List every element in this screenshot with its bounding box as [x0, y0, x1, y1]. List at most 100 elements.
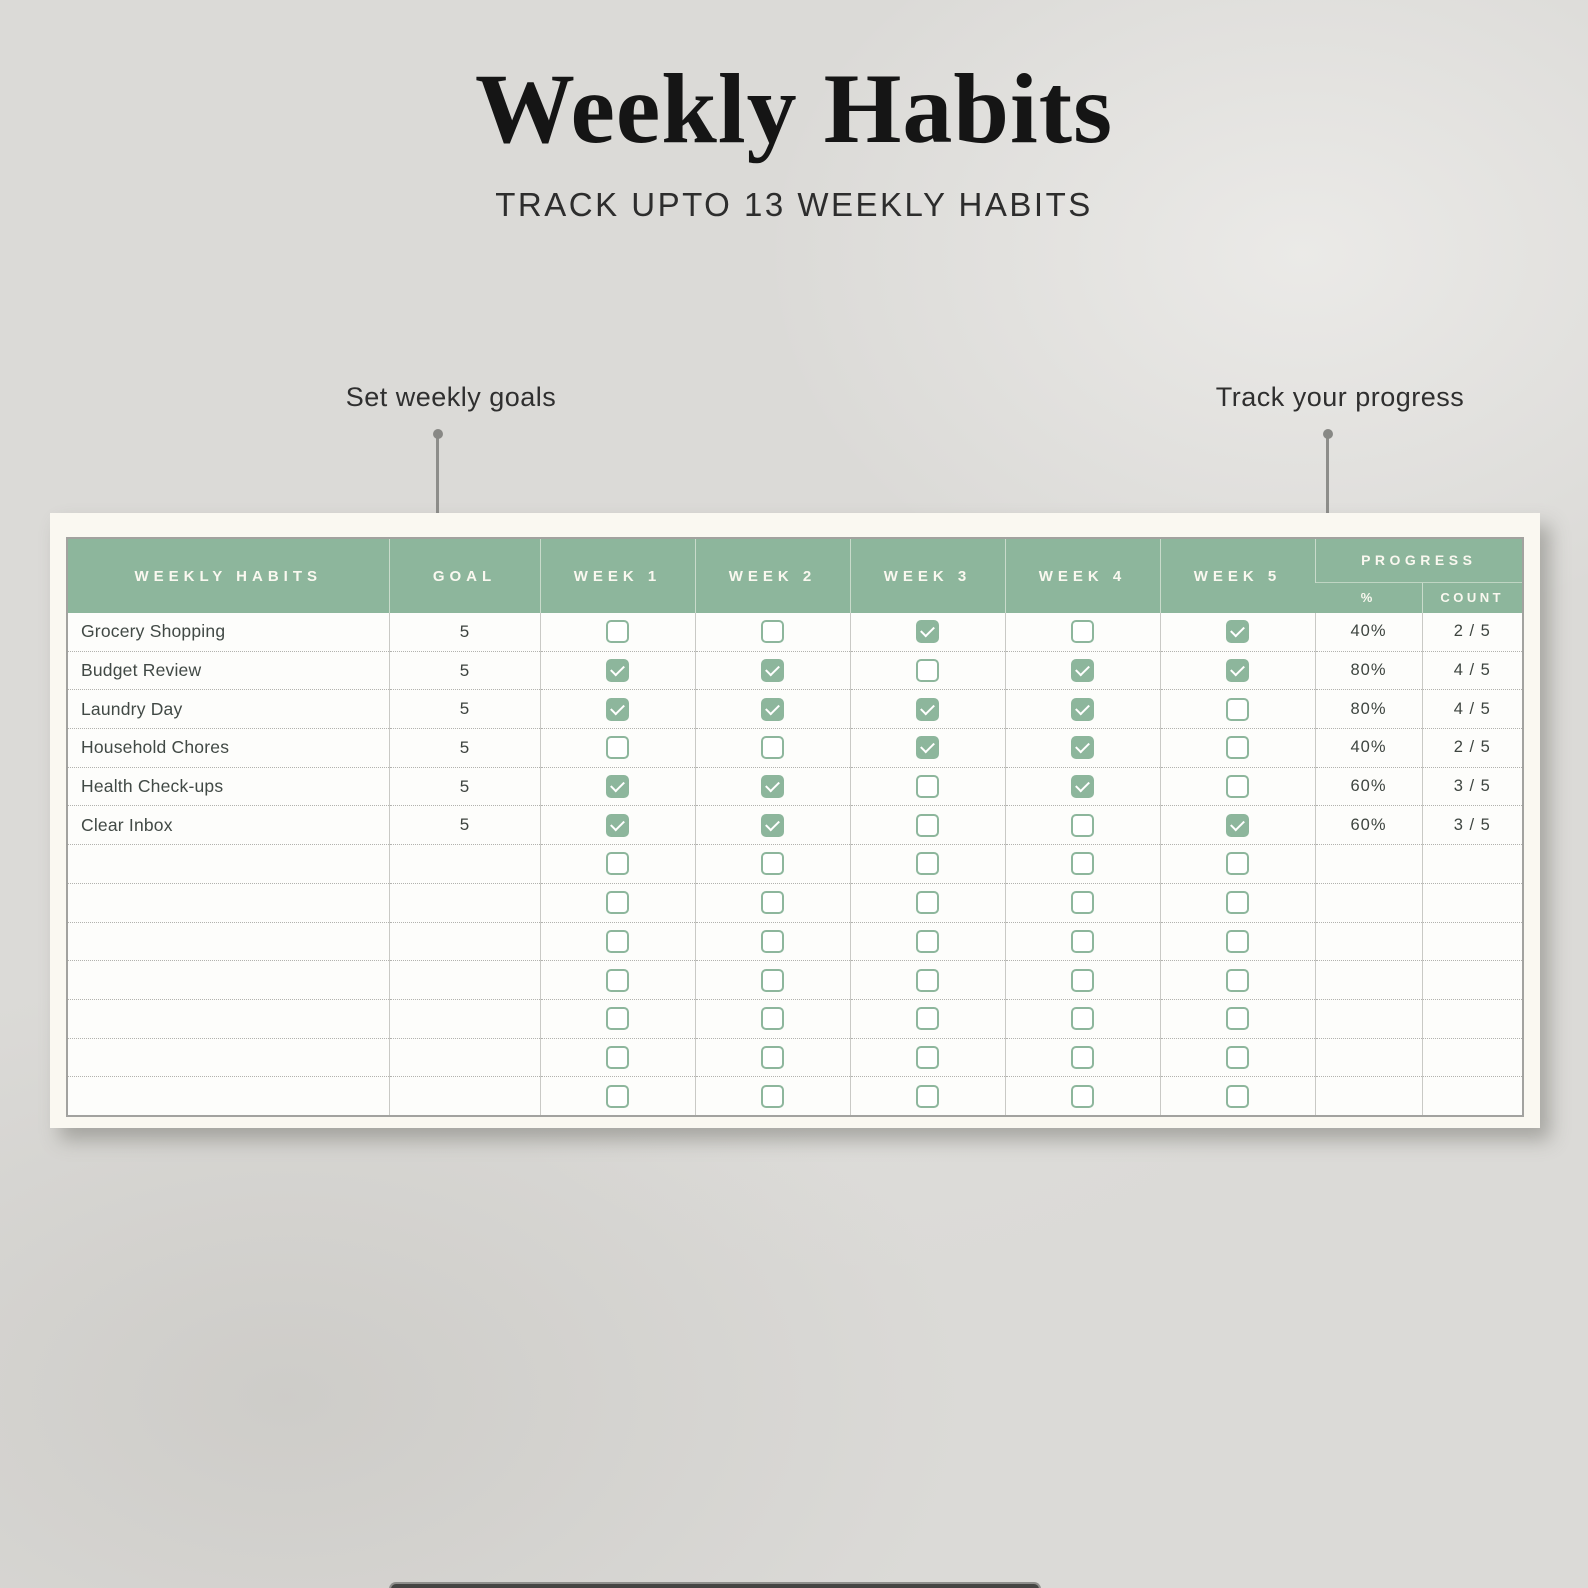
count-cell[interactable]: 4 / 5 [1421, 689, 1524, 729]
checkbox-checked-icon[interactable] [761, 697, 784, 721]
checkbox-checked-icon[interactable] [606, 813, 629, 837]
count-cell[interactable] [1421, 998, 1524, 1039]
checkbox-unchecked-icon[interactable] [1226, 736, 1249, 760]
checkbox-unchecked-icon[interactable] [1226, 1045, 1249, 1069]
habit-cell[interactable]: Health Check-ups [67, 766, 389, 806]
habit-cell[interactable] [67, 844, 389, 884]
percent-cell[interactable]: 40% [1314, 728, 1422, 768]
checkbox-unchecked-icon[interactable] [916, 1084, 939, 1108]
goal-cell[interactable]: 5 [388, 689, 540, 729]
percent-cell[interactable] [1314, 921, 1422, 961]
checkbox-checked-icon[interactable] [761, 775, 784, 799]
habit-cell[interactable]: Clear Inbox [67, 805, 389, 845]
habit-cell[interactable] [67, 1076, 389, 1116]
percent-cell[interactable] [1314, 998, 1422, 1039]
checkbox-unchecked-icon[interactable] [761, 891, 784, 915]
checkbox-unchecked-icon[interactable] [1226, 929, 1249, 953]
count-cell[interactable] [1421, 882, 1524, 922]
count-cell[interactable]: 3 / 5 [1421, 805, 1524, 845]
checkbox-checked-icon[interactable] [761, 813, 784, 837]
checkbox-checked-icon[interactable] [916, 736, 939, 760]
habit-cell[interactable]: Household Chores [67, 728, 389, 768]
percent-cell[interactable] [1314, 1076, 1422, 1116]
checkbox-unchecked-icon[interactable] [761, 852, 784, 876]
checkbox-unchecked-icon[interactable] [1071, 968, 1094, 992]
checkbox-unchecked-icon[interactable] [606, 1045, 629, 1069]
goal-cell[interactable]: 5 [388, 650, 540, 690]
checkbox-checked-icon[interactable] [606, 659, 629, 683]
checkbox-checked-icon[interactable] [916, 697, 939, 721]
checkbox-unchecked-icon[interactable] [916, 659, 939, 683]
goal-cell[interactable]: 5 [388, 613, 540, 652]
checkbox-unchecked-icon[interactable] [1226, 775, 1249, 799]
checkbox-unchecked-icon[interactable] [916, 1007, 939, 1031]
goal-cell[interactable]: 5 [388, 766, 540, 806]
goal-cell[interactable] [388, 960, 540, 1000]
habit-cell[interactable] [67, 921, 389, 961]
checkbox-unchecked-icon[interactable] [606, 929, 629, 953]
checkbox-checked-icon[interactable] [916, 620, 939, 644]
checkbox-unchecked-icon[interactable] [1071, 1045, 1094, 1069]
goal-cell[interactable] [388, 844, 540, 884]
checkbox-unchecked-icon[interactable] [606, 1007, 629, 1031]
checkbox-unchecked-icon[interactable] [1071, 1084, 1094, 1108]
goal-cell[interactable] [388, 1037, 540, 1077]
percent-cell[interactable]: 80% [1314, 650, 1422, 690]
checkbox-unchecked-icon[interactable] [1226, 852, 1249, 876]
count-cell[interactable] [1421, 844, 1524, 884]
habit-cell[interactable]: Grocery Shopping [81, 621, 226, 642]
percent-cell[interactable] [1314, 882, 1422, 922]
checkbox-unchecked-icon[interactable] [606, 891, 629, 915]
checkbox-checked-icon[interactable] [1226, 813, 1249, 837]
checkbox-unchecked-icon[interactable] [1226, 1007, 1249, 1031]
checkbox-unchecked-icon[interactable] [1071, 813, 1094, 837]
goal-cell[interactable]: 5 [388, 805, 540, 845]
checkbox-unchecked-icon[interactable] [916, 775, 939, 799]
goal-cell[interactable] [388, 882, 540, 922]
checkbox-unchecked-icon[interactable] [1226, 697, 1249, 721]
checkbox-unchecked-icon[interactable] [1226, 1084, 1249, 1108]
checkbox-checked-icon[interactable] [1071, 659, 1094, 683]
checkbox-checked-icon[interactable] [1071, 697, 1094, 721]
checkbox-unchecked-icon[interactable] [606, 1084, 629, 1108]
checkbox-unchecked-icon[interactable] [761, 1084, 784, 1108]
percent-cell[interactable]: 60% [1314, 766, 1422, 806]
count-cell[interactable]: 4 / 5 [1421, 650, 1524, 690]
habit-cell[interactable] [67, 1037, 389, 1077]
count-cell[interactable] [1421, 1076, 1524, 1116]
percent-cell[interactable]: 80% [1314, 689, 1422, 729]
count-cell[interactable]: 3 / 5 [1421, 766, 1524, 806]
percent-cell[interactable] [1314, 1037, 1422, 1077]
count-cell[interactable]: 2 / 5 [1421, 728, 1524, 768]
goal-cell[interactable] [388, 1076, 540, 1116]
checkbox-unchecked-icon[interactable] [761, 1045, 784, 1069]
checkbox-unchecked-icon[interactable] [916, 891, 939, 915]
checkbox-unchecked-icon[interactable] [916, 968, 939, 992]
count-cell[interactable] [1421, 921, 1524, 961]
checkbox-unchecked-icon[interactable] [761, 736, 784, 760]
goal-cell[interactable]: 5 [388, 728, 540, 768]
count-cell[interactable] [1421, 1037, 1524, 1077]
habit-cell[interactable] [67, 998, 389, 1039]
checkbox-unchecked-icon[interactable] [1071, 1007, 1094, 1031]
checkbox-checked-icon[interactable] [1226, 620, 1249, 644]
checkbox-unchecked-icon[interactable] [606, 736, 629, 760]
count-cell[interactable] [1421, 960, 1524, 1000]
checkbox-unchecked-icon[interactable] [1071, 891, 1094, 915]
percent-cell[interactable]: 40% [1314, 613, 1422, 652]
checkbox-unchecked-icon[interactable] [916, 1045, 939, 1069]
checkbox-unchecked-icon[interactable] [606, 620, 629, 644]
checkbox-unchecked-icon[interactable] [761, 929, 784, 953]
checkbox-checked-icon[interactable] [1226, 659, 1249, 683]
checkbox-unchecked-icon[interactable] [1226, 968, 1249, 992]
checkbox-unchecked-icon[interactable] [606, 968, 629, 992]
checkbox-unchecked-icon[interactable] [761, 1007, 784, 1031]
checkbox-unchecked-icon[interactable] [916, 852, 939, 876]
checkbox-unchecked-icon[interactable] [1226, 891, 1249, 915]
habit-cell[interactable] [67, 882, 389, 922]
checkbox-unchecked-icon[interactable] [916, 929, 939, 953]
count-cell[interactable]: 2 / 5 [1421, 613, 1524, 652]
checkbox-unchecked-icon[interactable] [1071, 929, 1094, 953]
checkbox-unchecked-icon[interactable] [761, 968, 784, 992]
goal-cell[interactable] [388, 998, 540, 1039]
